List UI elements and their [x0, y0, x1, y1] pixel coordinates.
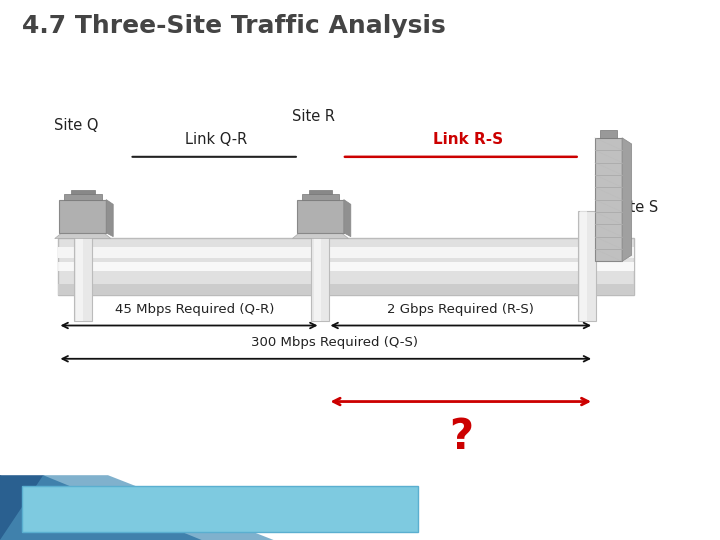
Polygon shape: [0, 475, 274, 540]
FancyBboxPatch shape: [58, 247, 634, 258]
FancyBboxPatch shape: [580, 212, 588, 321]
Text: Copyright © 2015 Pearson Education, Ltd.: Copyright © 2015 Pearson Education, Ltd.: [87, 500, 352, 513]
Polygon shape: [0, 475, 202, 540]
Text: Link Q-R: Link Q-R: [185, 132, 247, 147]
FancyBboxPatch shape: [302, 194, 339, 200]
FancyBboxPatch shape: [600, 130, 616, 138]
Polygon shape: [292, 233, 348, 239]
FancyBboxPatch shape: [76, 212, 84, 321]
Text: Site R: Site R: [292, 109, 335, 124]
Text: Site Q: Site Q: [54, 118, 99, 133]
FancyBboxPatch shape: [595, 138, 622, 261]
FancyBboxPatch shape: [577, 212, 596, 321]
Text: Link R-S: Link R-S: [433, 132, 503, 147]
Polygon shape: [622, 138, 631, 261]
FancyBboxPatch shape: [314, 212, 321, 321]
Text: 45 Mbps Required (Q-R): 45 Mbps Required (Q-R): [114, 303, 274, 316]
Text: 2 Gbps Required (R-S): 2 Gbps Required (R-S): [387, 303, 534, 316]
Text: 300 Mbps Required (Q-S): 300 Mbps Required (Q-S): [251, 336, 418, 349]
FancyBboxPatch shape: [297, 200, 344, 233]
Text: ?: ?: [449, 416, 473, 458]
FancyBboxPatch shape: [58, 261, 634, 271]
FancyBboxPatch shape: [58, 285, 634, 295]
Text: Site S: Site S: [616, 200, 658, 214]
FancyBboxPatch shape: [74, 212, 92, 321]
Polygon shape: [0, 475, 130, 540]
FancyBboxPatch shape: [309, 190, 332, 194]
Polygon shape: [107, 200, 113, 237]
Polygon shape: [344, 200, 351, 237]
Polygon shape: [55, 233, 111, 239]
FancyBboxPatch shape: [71, 190, 94, 194]
FancyBboxPatch shape: [64, 194, 102, 200]
FancyBboxPatch shape: [58, 238, 634, 295]
Text: 4.7 Three-Site Traffic Analysis: 4.7 Three-Site Traffic Analysis: [22, 14, 446, 38]
FancyBboxPatch shape: [311, 212, 330, 321]
FancyBboxPatch shape: [22, 485, 418, 532]
FancyBboxPatch shape: [60, 200, 107, 233]
